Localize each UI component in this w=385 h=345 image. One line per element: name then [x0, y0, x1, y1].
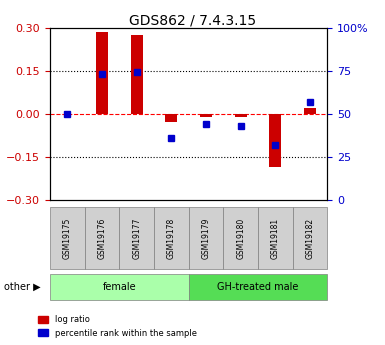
Text: GSM19175: GSM19175	[63, 217, 72, 259]
Text: GSM19181: GSM19181	[271, 217, 280, 259]
Text: GDS862 / 7.4.3.15: GDS862 / 7.4.3.15	[129, 14, 256, 28]
Text: GSM19182: GSM19182	[305, 217, 315, 259]
Text: GSM19176: GSM19176	[97, 217, 107, 259]
Bar	[234, 114, 247, 117]
Text: GSM19178: GSM19178	[167, 217, 176, 259]
Text: GSM19177: GSM19177	[132, 217, 141, 259]
Bar	[96, 32, 108, 114]
Bar	[131, 35, 143, 114]
Bar	[200, 114, 212, 117]
Legend: log ratio, percentile rank within the sample: log ratio, percentile rank within the sa…	[35, 312, 200, 341]
Bar	[304, 108, 316, 114]
Bar	[269, 114, 281, 167]
Text: GH-treated male: GH-treated male	[217, 282, 299, 292]
Text: GSM19179: GSM19179	[201, 217, 211, 259]
Text: GSM19180: GSM19180	[236, 217, 245, 259]
Text: other ▶: other ▶	[4, 282, 40, 292]
Bar	[165, 114, 177, 122]
Text: female: female	[102, 282, 136, 292]
